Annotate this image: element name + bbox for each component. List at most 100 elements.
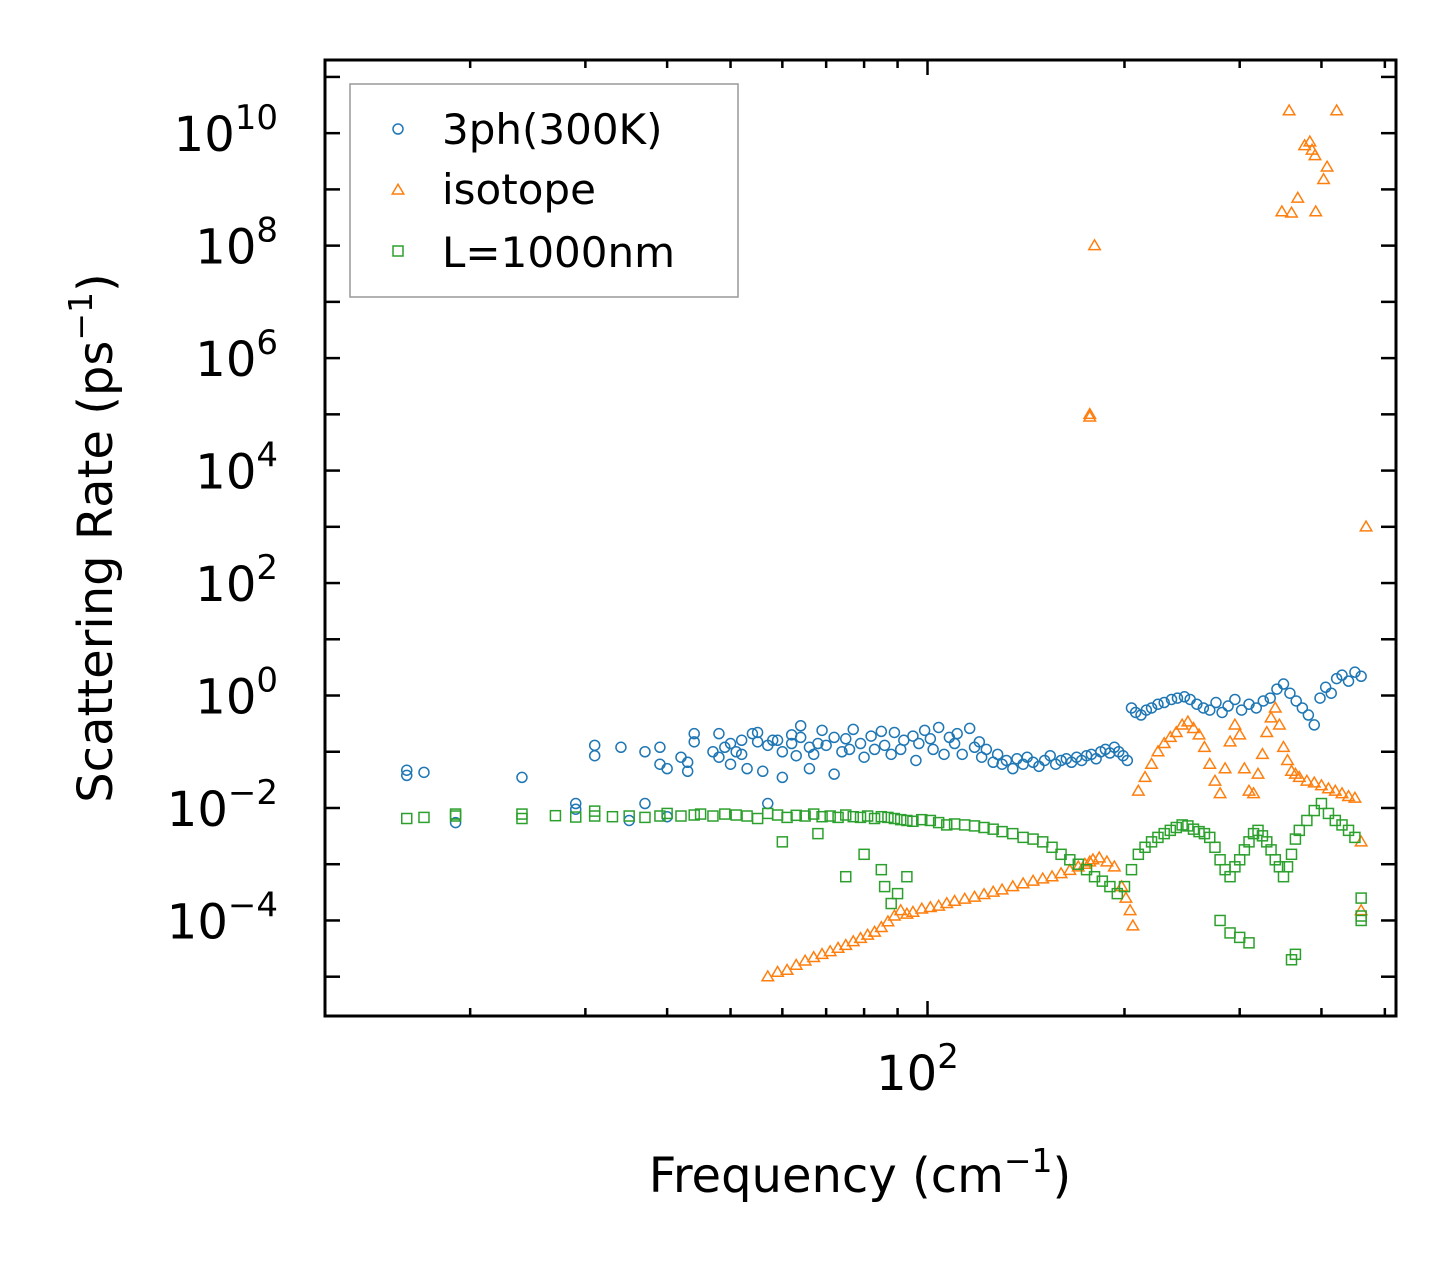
isotope-point [967,889,982,902]
L=1000nm-point [516,808,528,820]
3ph(300K)-point [1308,719,1321,731]
isotope-point [1082,854,1097,867]
isotope-point [1316,172,1331,185]
3ph(300K)-point [639,797,651,810]
3ph(300K)-point [661,762,673,775]
L=1000nm-point [569,811,582,823]
3ph(300K)-point [639,746,651,758]
isotope-point [1347,790,1362,803]
L=1000nm-point [1293,824,1306,837]
3ph(300K)-point [719,741,731,754]
L=1000nm-point [1007,827,1019,840]
isotope-point [1099,854,1114,867]
isotope-point [1197,740,1212,753]
3ph(300K)-point [1222,700,1234,712]
y-tick-label: 10−4 [167,885,278,950]
isotope-point [1328,783,1343,796]
plot-frame [323,58,1398,1018]
isotope-point [1107,859,1122,872]
isotope-point [770,965,785,978]
L=1000nm-point [1209,841,1221,854]
isotope-point [1082,409,1097,422]
L=1000nm-point [885,897,897,910]
isotope-point [1186,721,1201,734]
3ph(300K)-point [1271,683,1283,695]
L=1000nm-point [924,814,937,827]
3ph(300K)-point [654,758,666,770]
L=1000nm-point [688,809,700,821]
3ph(300K)-point [1158,696,1170,709]
L=1000nm-point [707,810,719,822]
L=1000nm-point [1080,863,1093,876]
isotope-point [1005,879,1020,892]
L=1000nm-point [1355,914,1367,927]
legend-label-boundary: L=1000nm [442,228,675,277]
isotope-point [1175,717,1190,730]
3ph(300K)-point [766,734,779,747]
L=1000nm-point [894,813,907,826]
L=1000nm-point [958,819,971,831]
isotope-point [1284,205,1299,218]
L=1000nm-point [1308,804,1321,817]
3ph(300K)-point [785,737,798,750]
y-tick-label: 104 [195,436,278,501]
L=1000nm-point [940,819,953,831]
L=1000nm-point [1289,833,1302,845]
isotope-point [1321,781,1336,794]
isotope-point [1297,138,1312,151]
axis-ticks [325,60,1396,1016]
data-marks [400,103,1374,982]
isotope-point [986,884,1001,897]
3ph(300K)-point [1284,687,1296,699]
L=1000nm-point [606,810,619,823]
3ph(300K)-point [888,726,901,739]
3ph(300K)-point [1235,704,1248,716]
isotope-point [1227,717,1242,730]
isotope-point [1329,103,1344,116]
isotope-point [874,920,889,933]
legend-label-isotope: isotope [442,165,596,214]
isotope-point [1016,876,1031,889]
3ph(300K)-point [913,737,925,750]
isotope-point [1280,753,1295,766]
L=1000nm-point [1214,854,1226,866]
3ph(300K)-point [588,749,601,762]
y-tick-label: 1010 [174,98,278,163]
3ph(300K)-point [1044,749,1056,762]
isotope-point [995,882,1010,895]
3ph(300K)-point [828,731,840,744]
isotope-point [1250,766,1266,779]
3ph(300K)-point [762,797,774,810]
3ph(300K)-point [1033,760,1045,773]
L=1000nm-point [1158,827,1170,840]
L=1000nm-point [858,848,870,861]
isotope-point [1223,734,1238,747]
isotope-point [1290,190,1305,203]
3ph(300K)-point [878,739,891,752]
isotope-point [905,905,920,918]
3ph(300K)-point [516,771,528,784]
isotope-point [1044,869,1060,882]
L=1000nm-point [1342,824,1355,837]
3ph(300K)-point [910,754,922,767]
L=1000nm-point [1277,870,1290,883]
3ph(300K)-point [918,724,931,737]
L=1000nm-point [1170,821,1183,834]
3ph(300K)-point [751,736,764,748]
L=1000nm-point [882,811,894,824]
3ph(300K)-point [569,803,582,815]
3ph(300K)-point [1216,706,1228,719]
isotope-point [1232,727,1247,740]
L=1000nm-point [891,887,904,900]
3ph(300K)-point [756,765,769,778]
isotope-point [1246,786,1261,799]
3ph(300K)-point [858,751,870,763]
3ph(300K)-point [807,748,820,761]
3ph(300K)-point [843,743,856,756]
L=1000nm-point [1214,914,1226,927]
L=1000nm-point [1111,887,1124,900]
3ph(300K)-point [948,737,961,750]
isotope-point [1299,773,1314,786]
L=1000nm-point [418,811,430,824]
L=1000nm-point [901,814,913,827]
